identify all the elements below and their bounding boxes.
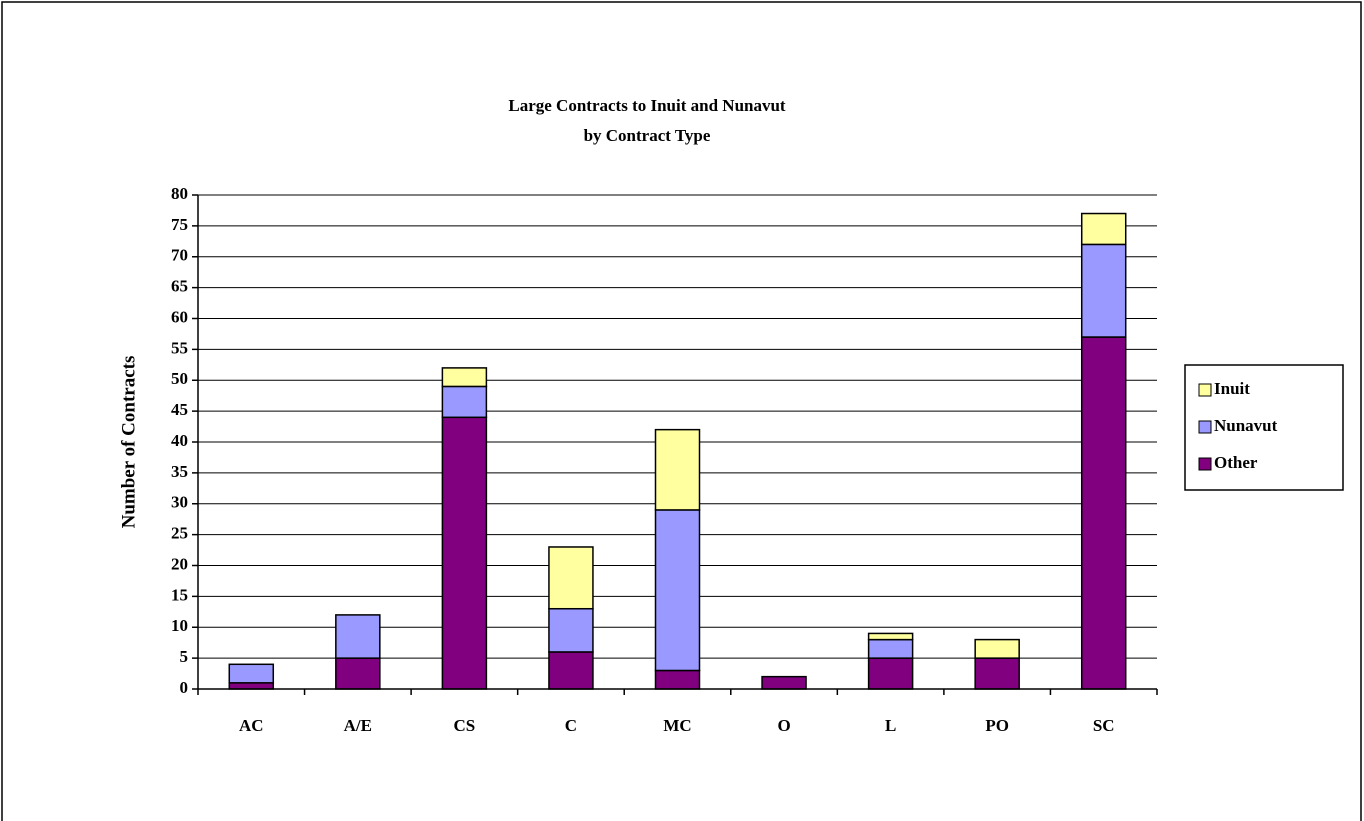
bar-segment (441, 416, 488, 690)
legend-swatch (1198, 383, 1212, 397)
legend-swatch (1198, 457, 1212, 471)
legend-label: Inuit (1214, 379, 1250, 398)
chart-title: by Contract Type (584, 126, 711, 145)
bar-segment (1080, 336, 1127, 690)
bar-segment (441, 385, 488, 419)
x-tick-label: AC (239, 716, 264, 735)
bar-segment (335, 614, 381, 659)
legend-label: Other (1214, 453, 1258, 472)
x-tick-label: A/E (344, 716, 372, 735)
bar-segment (974, 657, 1020, 690)
y-tick-label: 5 (180, 647, 189, 666)
legend-swatch (1198, 420, 1212, 434)
y-tick-label: 35 (171, 462, 188, 481)
bar-segment (548, 607, 594, 653)
y-tick-label: 40 (171, 431, 188, 450)
x-tick-label: CS (454, 716, 476, 735)
bar-segment (867, 638, 914, 659)
y-tick-label: 50 (171, 369, 188, 388)
bar-segment (1080, 243, 1127, 338)
y-tick-label: 30 (171, 493, 188, 512)
y-tick-label: 15 (171, 585, 188, 604)
x-tick-label: C (565, 716, 577, 735)
bar-segment (654, 669, 701, 690)
x-tick-label: L (885, 716, 896, 735)
bar-segment (654, 509, 701, 672)
bar-segment (654, 428, 701, 511)
y-tick-label: 25 (171, 524, 188, 543)
bar-segment (867, 632, 914, 641)
y-tick-label: 70 (171, 246, 188, 265)
x-tick-label: PO (985, 716, 1009, 735)
y-tick-label: 0 (180, 678, 189, 697)
y-tick-label: 45 (171, 400, 188, 419)
bar-segment (548, 651, 594, 690)
y-tick-label: 20 (171, 554, 188, 573)
x-tick-label: SC (1093, 716, 1115, 735)
legend-label: Nunavut (1214, 416, 1278, 435)
y-axis-label: Number of Contracts (118, 356, 139, 529)
y-tick-label: 75 (171, 215, 188, 234)
bar-segment (867, 657, 914, 690)
bar-segment (1080, 212, 1127, 246)
x-tick-label: MC (663, 716, 691, 735)
bar-segment (441, 367, 488, 388)
bar-segment (228, 682, 275, 690)
bar-segment (548, 546, 594, 610)
chart-title: Large Contracts to Inuit and Nunavut (508, 96, 786, 115)
y-tick-label: 10 (171, 616, 188, 635)
y-tick-label: 60 (171, 307, 188, 326)
bar-segment (761, 675, 807, 690)
bar-segment (974, 638, 1020, 659)
bar-segment (335, 657, 381, 690)
bar-segment (228, 663, 275, 684)
y-tick-label: 65 (171, 277, 188, 296)
y-tick-label: 80 (171, 184, 188, 203)
y-tick-label: 55 (171, 338, 188, 357)
x-tick-label: O (777, 716, 790, 735)
